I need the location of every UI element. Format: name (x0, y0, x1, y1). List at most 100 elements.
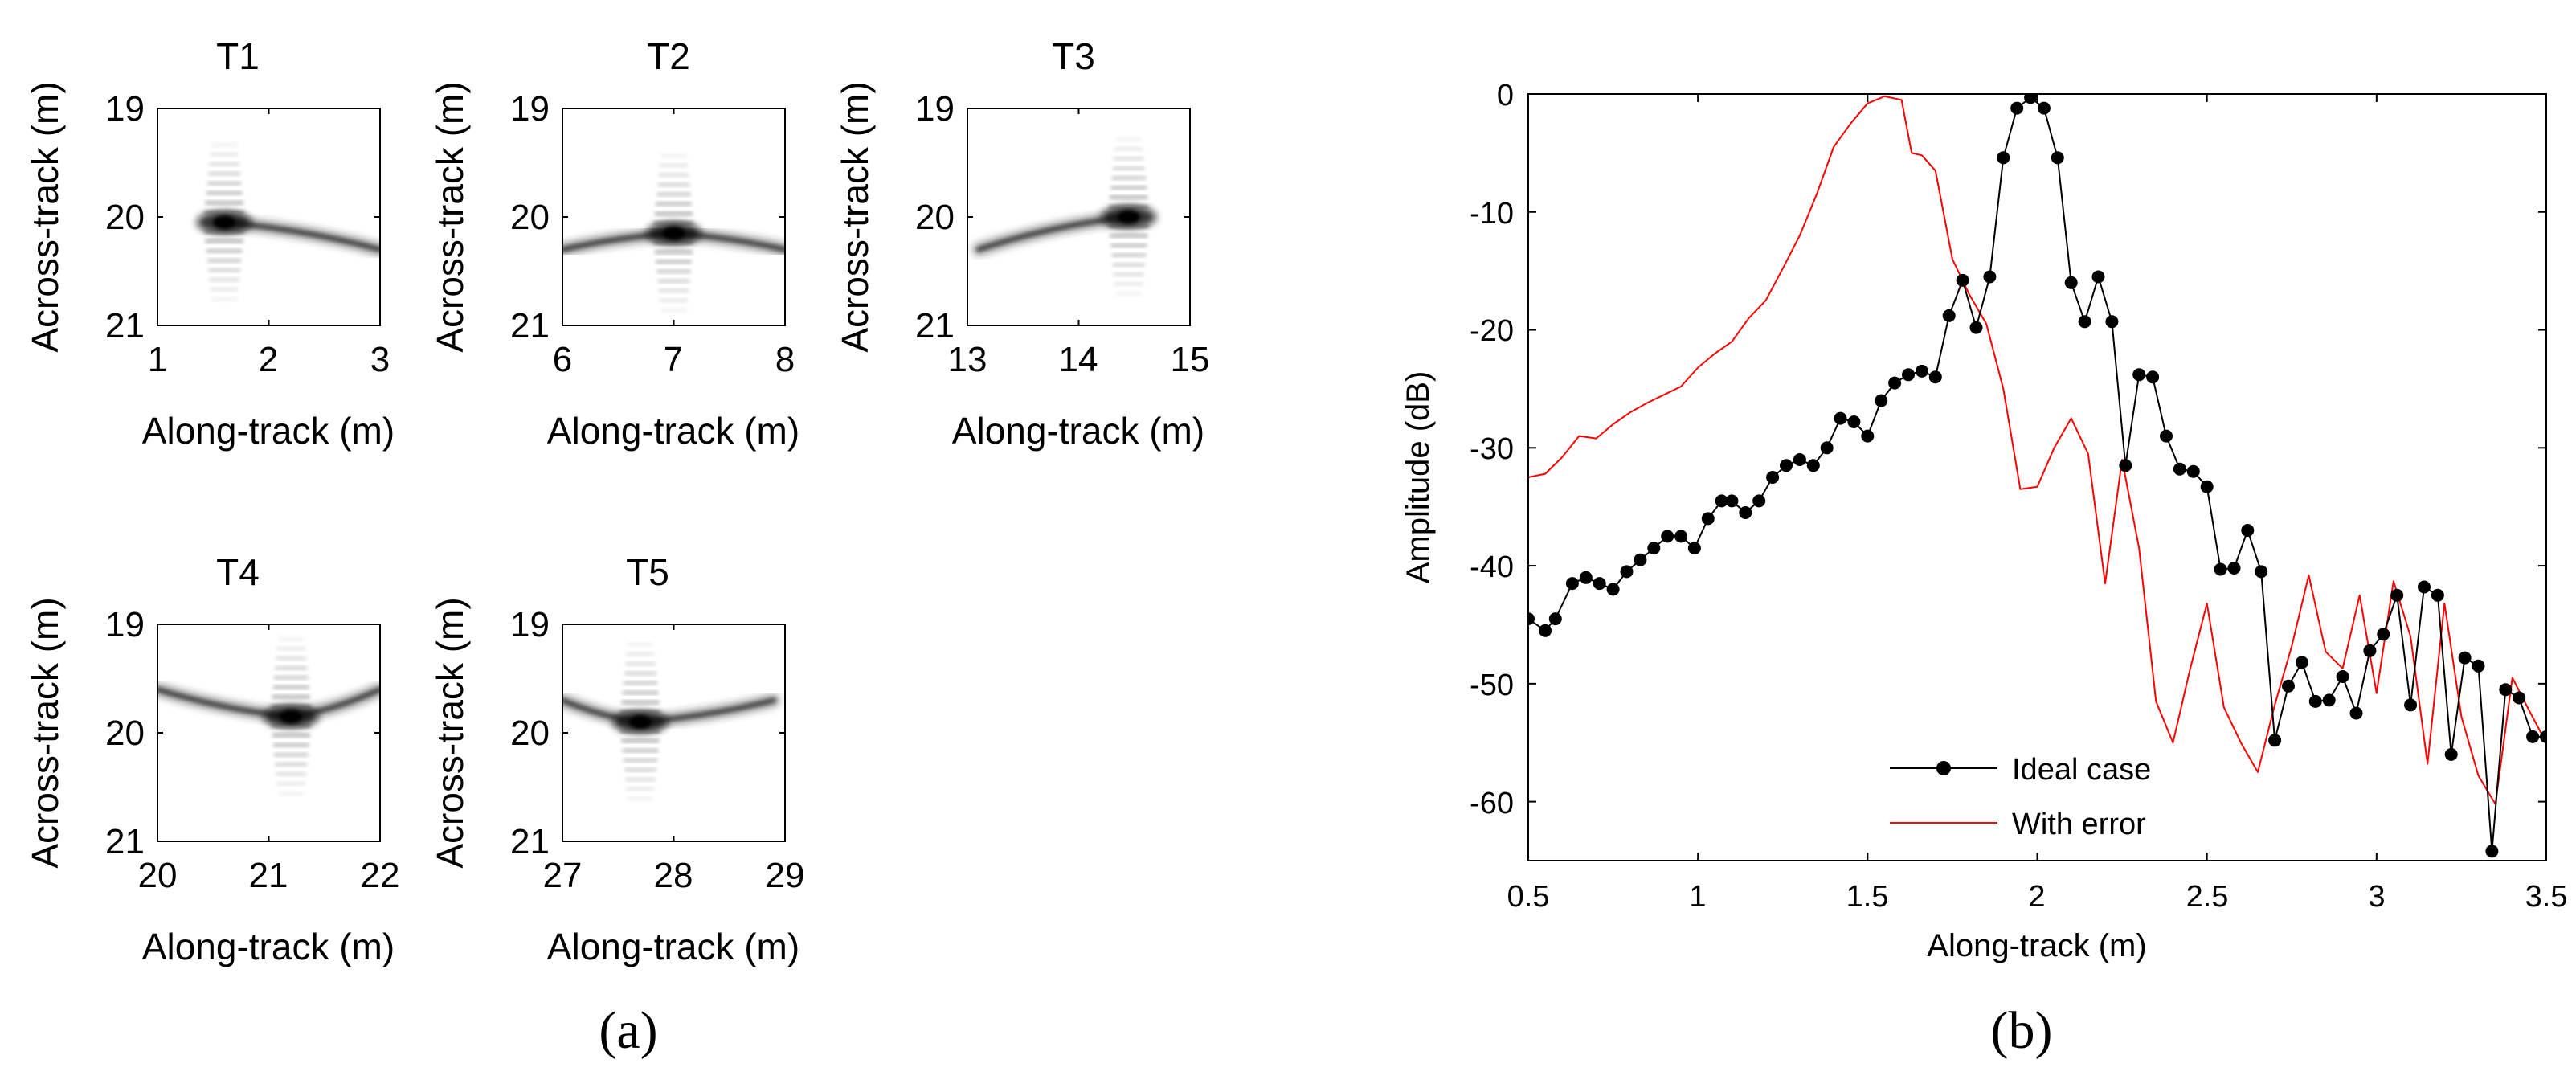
plot-frame (562, 624, 786, 842)
sidelobe-stripe (625, 661, 656, 666)
y-axis-label: Across-track (m) (24, 81, 66, 352)
data-point (1997, 151, 2010, 165)
x-tick-label: 2 (259, 340, 278, 379)
sidelobe-stripe (209, 162, 239, 166)
data-point (2390, 588, 2404, 602)
x-tick-label: 1 (148, 340, 167, 379)
sidelobe-stripe (276, 646, 305, 651)
heatmap-title: T4 (216, 551, 260, 593)
sidelobe-stripe (276, 771, 306, 776)
sidelobe-stripe (623, 681, 658, 685)
tick-marks (562, 624, 786, 842)
y-tick-label: 21 (915, 306, 955, 346)
sidelobe-stripe (659, 163, 689, 168)
heatmap-image (157, 636, 380, 796)
sidelobe-stripe (272, 733, 310, 738)
data-point (2540, 730, 2546, 743)
plot-frame (157, 108, 381, 326)
data-point (2526, 730, 2540, 743)
data-point (2078, 315, 2091, 329)
data-point (2010, 101, 2024, 115)
sidelobe-stripe (206, 181, 242, 186)
tick-marks (157, 624, 381, 842)
data-point (2418, 580, 2431, 594)
tick-marks (967, 108, 1191, 326)
data-point (1548, 612, 1562, 626)
y-tick-label: 20 (510, 198, 550, 237)
series-with-error (1528, 95, 2546, 805)
x-tick-label: 1.5 (1846, 880, 1889, 914)
x-tick-label: 29 (766, 856, 805, 895)
sidelobe-stripe (624, 671, 656, 676)
data-point (2255, 565, 2268, 579)
y-axis-label: Across-track (m) (24, 597, 66, 868)
sidelobe-stripe (657, 182, 690, 187)
data-point (1942, 309, 1956, 322)
x-tick-label: 22 (361, 856, 400, 895)
heatmap-t3: T3 13 14 15 19 20 21 Along-track (m) Acr… (834, 35, 1209, 452)
legend-entry: With error (2012, 808, 2146, 841)
data-point (2458, 651, 2472, 665)
heatmap-title: T5 (626, 551, 669, 593)
x-tick-label: 7 (664, 340, 683, 379)
sidelobe-stripe (1115, 292, 1143, 296)
heatmap-title: T2 (647, 35, 690, 77)
sidelobe-stripe (656, 192, 691, 197)
y-tick-label: 19 (915, 89, 955, 129)
x-tick-label: 15 (1171, 340, 1210, 379)
y-axis-label: Across-track (m) (834, 81, 876, 352)
y-tick-label: 21 (105, 306, 145, 346)
y-axis-label: Across-track (m) (429, 81, 471, 352)
data-point (2377, 628, 2390, 641)
sidelobe-stripe (210, 287, 239, 292)
x-axis-label: Along-track (m) (142, 410, 395, 452)
sidelobe-stripe (206, 258, 242, 263)
sidelobe-stripe (1111, 176, 1147, 180)
data-point (1780, 459, 1793, 472)
panel-b: 0.5 1 1.5 2 2.5 3 3.5 0 -10 -20 -30 -40 … (1400, 79, 2567, 1060)
sidelobe-stripe (1110, 195, 1148, 199)
data-point (1888, 376, 1902, 390)
y-tick-label: 21 (510, 822, 550, 861)
data-point (2308, 694, 2322, 708)
sidelobe-stripe (624, 767, 656, 772)
x-tick-label: 13 (948, 340, 987, 379)
x-tick-label: 3.5 (2525, 880, 2568, 914)
sidelobe-stripe (208, 268, 241, 272)
y-tick-label: -40 (1470, 550, 1514, 584)
sidelobe-stripe (209, 277, 239, 282)
sidelobe-stripe (1114, 272, 1144, 276)
target-peak (280, 710, 303, 723)
tick-marks (562, 108, 786, 326)
data-point (1834, 411, 1847, 425)
subplot-label-a: (a) (599, 1001, 657, 1060)
legend-entry: Ideal case (2012, 753, 2151, 787)
data-point (1875, 394, 1888, 407)
heatmap-layer (562, 153, 785, 313)
y-tick-label: 21 (105, 822, 145, 861)
heatmap-layer (157, 636, 380, 796)
data-point (1647, 542, 1661, 555)
sidelobe-stripe (625, 777, 656, 782)
sidelobe-stripe (627, 796, 654, 801)
sidelobe-stripe (208, 171, 241, 176)
data-point (1701, 512, 1715, 526)
y-tick-label: 20 (105, 714, 145, 753)
heatmap-layer (972, 137, 1156, 296)
sidelobe-stripe (656, 269, 691, 274)
sidelobe-stripe (660, 308, 687, 313)
sidelobe-stripe (626, 652, 655, 656)
data-point (2322, 693, 2336, 707)
data-point (1739, 506, 1752, 519)
data-point (1793, 453, 1806, 466)
data-point (1565, 577, 1579, 591)
x-tick-label: 8 (775, 340, 795, 379)
sidelobe-stripe (211, 297, 238, 301)
data-point (1674, 530, 1688, 543)
data-point (1928, 370, 1942, 384)
data-point (1969, 321, 1983, 334)
y-tick-label: 20 (915, 198, 955, 237)
heatmap-layer (562, 642, 780, 801)
y-axis-label: Amplitude (dB) (1400, 371, 1436, 584)
x-tick-label: 2 (2028, 880, 2045, 914)
